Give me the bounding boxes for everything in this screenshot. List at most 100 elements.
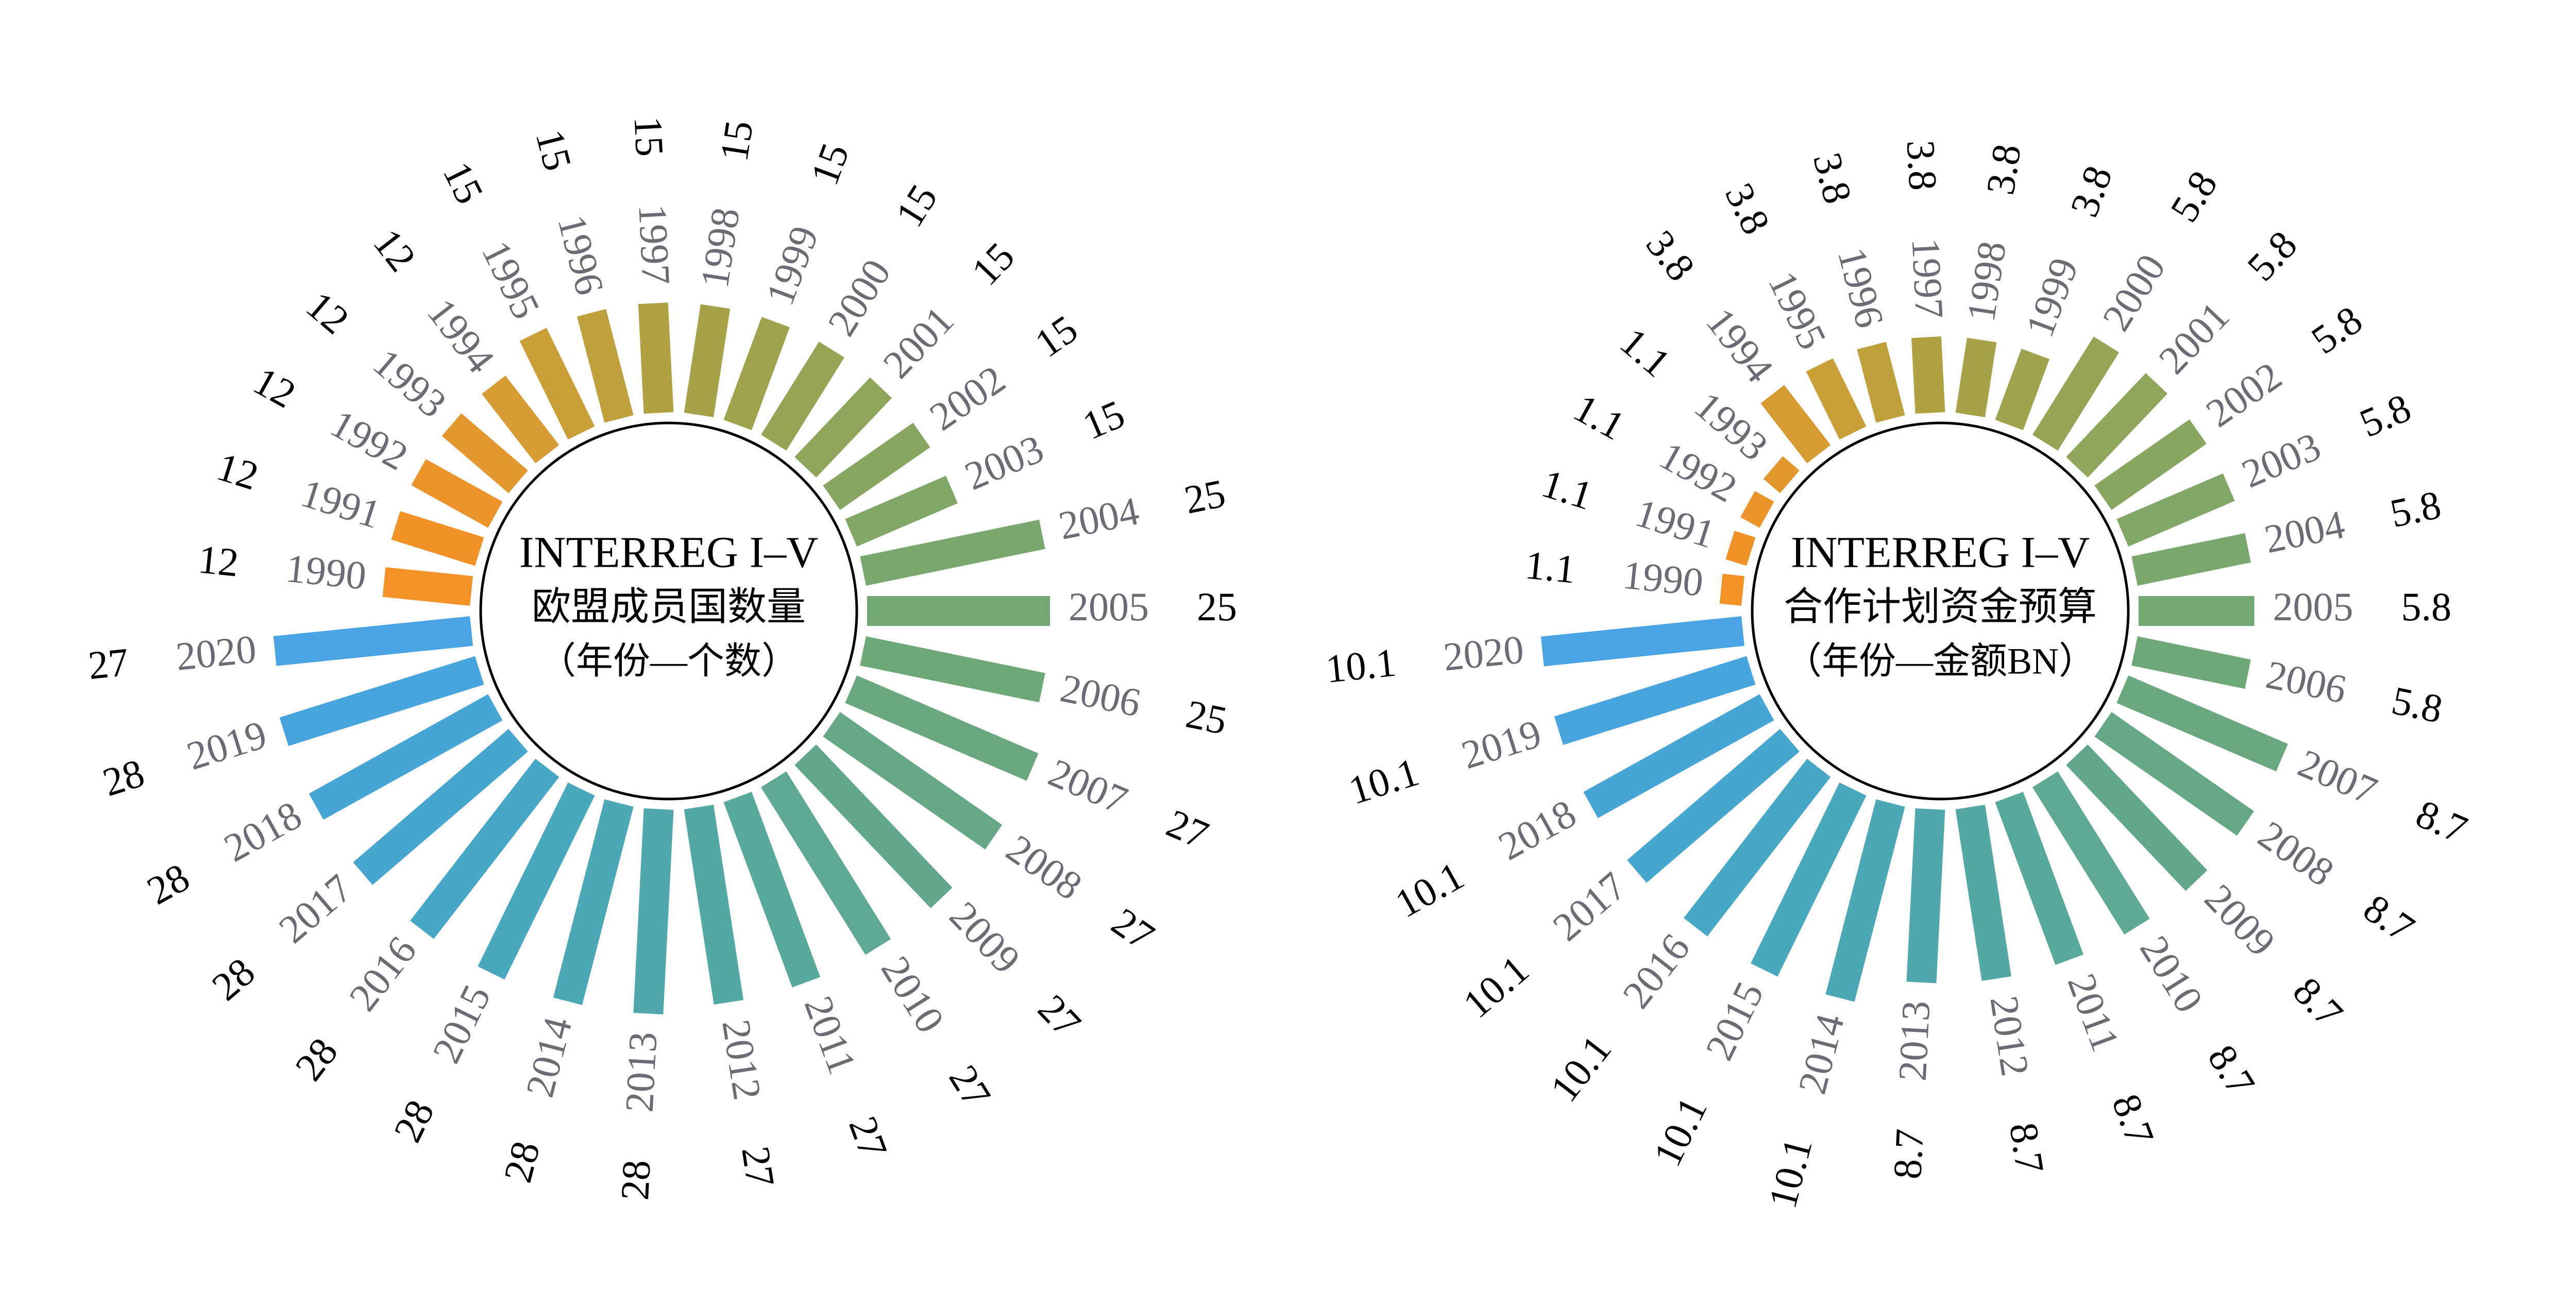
year-label: 2003 bbox=[2235, 423, 2327, 496]
bar bbox=[1583, 694, 1774, 819]
year-label: 2017 bbox=[270, 865, 361, 952]
year-label: 2017 bbox=[1544, 863, 1634, 949]
bar bbox=[2131, 636, 2251, 689]
value-label: 28 bbox=[612, 1159, 659, 1201]
bar bbox=[519, 328, 595, 440]
bar bbox=[353, 728, 528, 885]
center-subtitle: 欧盟成员国数量 bbox=[532, 585, 806, 629]
value-label: 15 bbox=[527, 125, 581, 175]
bar bbox=[1806, 358, 1867, 440]
value-label: 10.1 bbox=[1324, 640, 1398, 691]
year-label: 2006 bbox=[2262, 652, 2350, 712]
year-label: 1999 bbox=[757, 220, 827, 311]
value-label: 8.7 bbox=[2104, 1088, 2163, 1151]
year-label: 1996 bbox=[549, 210, 613, 299]
year-label: 2018 bbox=[1491, 791, 1583, 869]
year-label: 2007 bbox=[2292, 740, 2384, 813]
year-label: 2009 bbox=[2196, 875, 2284, 964]
year-label: 2010 bbox=[873, 948, 953, 1040]
year-label: 2001 bbox=[874, 298, 962, 387]
year-label: 2015 bbox=[1697, 975, 1772, 1066]
bar bbox=[2032, 336, 2120, 451]
value-label: 5.8 bbox=[2353, 385, 2417, 446]
bar bbox=[1995, 791, 2083, 965]
bar bbox=[867, 596, 1050, 626]
value-label: 1.1 bbox=[1523, 542, 1578, 591]
value-label: 8.7 bbox=[2410, 791, 2474, 852]
bar bbox=[823, 712, 1003, 850]
year-label: 2005 bbox=[1069, 584, 1149, 629]
bar bbox=[273, 616, 473, 666]
year-label: 1992 bbox=[324, 401, 416, 479]
value-label: 1.1 bbox=[1567, 385, 1632, 448]
bar bbox=[2139, 596, 2255, 626]
value-label: 28 bbox=[97, 750, 149, 805]
year-label: 1999 bbox=[2016, 252, 2087, 343]
value-label: 10.1 bbox=[1344, 749, 1424, 813]
bar bbox=[1955, 805, 2011, 981]
year-label: 2019 bbox=[182, 711, 272, 778]
value-label: 15 bbox=[625, 115, 672, 158]
value-label: 12 bbox=[246, 358, 303, 417]
center-circle bbox=[479, 421, 858, 801]
bar bbox=[1540, 616, 1744, 667]
year-label: 2002 bbox=[2198, 353, 2290, 436]
value-label: 8.7 bbox=[2199, 1037, 2264, 1104]
value-label: 27 bbox=[1160, 801, 1215, 858]
value-label: 25 bbox=[1181, 470, 1229, 522]
bar bbox=[723, 317, 790, 431]
bar bbox=[723, 791, 821, 988]
year-label: 1997 bbox=[1903, 237, 1952, 319]
value-label: 28 bbox=[495, 1136, 548, 1186]
bar bbox=[1627, 728, 1800, 883]
bar bbox=[410, 758, 560, 939]
bar bbox=[391, 511, 484, 566]
bar bbox=[1825, 799, 1905, 1002]
bar bbox=[279, 656, 484, 746]
bar bbox=[309, 694, 503, 820]
bar bbox=[761, 771, 891, 955]
bar bbox=[845, 675, 1039, 781]
value-label: 12 bbox=[212, 444, 263, 498]
bar bbox=[684, 805, 744, 1005]
bar bbox=[478, 782, 595, 980]
value-label: 28 bbox=[140, 855, 196, 913]
value-label: 5.8 bbox=[2239, 222, 2306, 290]
value-label: 5.8 bbox=[2303, 297, 2370, 362]
bar bbox=[2116, 473, 2235, 547]
bar bbox=[1751, 782, 1867, 977]
year-label: 1994 bbox=[1698, 299, 1782, 391]
bar bbox=[1725, 531, 1756, 566]
bar bbox=[577, 309, 634, 423]
value-label: 3.8 bbox=[1638, 222, 1704, 289]
value-label: 25 bbox=[1197, 584, 1237, 629]
bar bbox=[794, 377, 892, 478]
center-note: （年份—金额BN） bbox=[1785, 641, 2096, 682]
bar bbox=[860, 519, 1045, 586]
value-label: 5.8 bbox=[2161, 163, 2226, 229]
value-label: 12 bbox=[298, 282, 358, 343]
center-circle bbox=[1751, 421, 2130, 801]
bar bbox=[845, 476, 958, 547]
year-label: 2012 bbox=[714, 1016, 770, 1102]
value-label: 15 bbox=[1027, 306, 1086, 366]
value-label: 27 bbox=[1029, 986, 1090, 1046]
value-label: 10.1 bbox=[1759, 1133, 1820, 1213]
center-note: （年份—个数） bbox=[539, 641, 799, 682]
year-label: 2002 bbox=[922, 357, 1013, 439]
value-label: 28 bbox=[204, 949, 263, 1009]
year-label: 2000 bbox=[819, 251, 899, 343]
value-label: 15 bbox=[711, 117, 761, 164]
year-label: 2008 bbox=[998, 826, 1090, 909]
year-label: 2011 bbox=[2059, 968, 2128, 1058]
bar bbox=[2116, 675, 2288, 772]
bar bbox=[2066, 744, 2208, 891]
bar bbox=[823, 422, 930, 510]
bar bbox=[1995, 348, 2050, 431]
year-label: 1990 bbox=[1621, 552, 1705, 604]
year-label: 2013 bbox=[617, 1031, 666, 1113]
center-title: INTERREG I–V bbox=[1791, 528, 2090, 577]
value-label: 5.8 bbox=[2388, 677, 2446, 732]
